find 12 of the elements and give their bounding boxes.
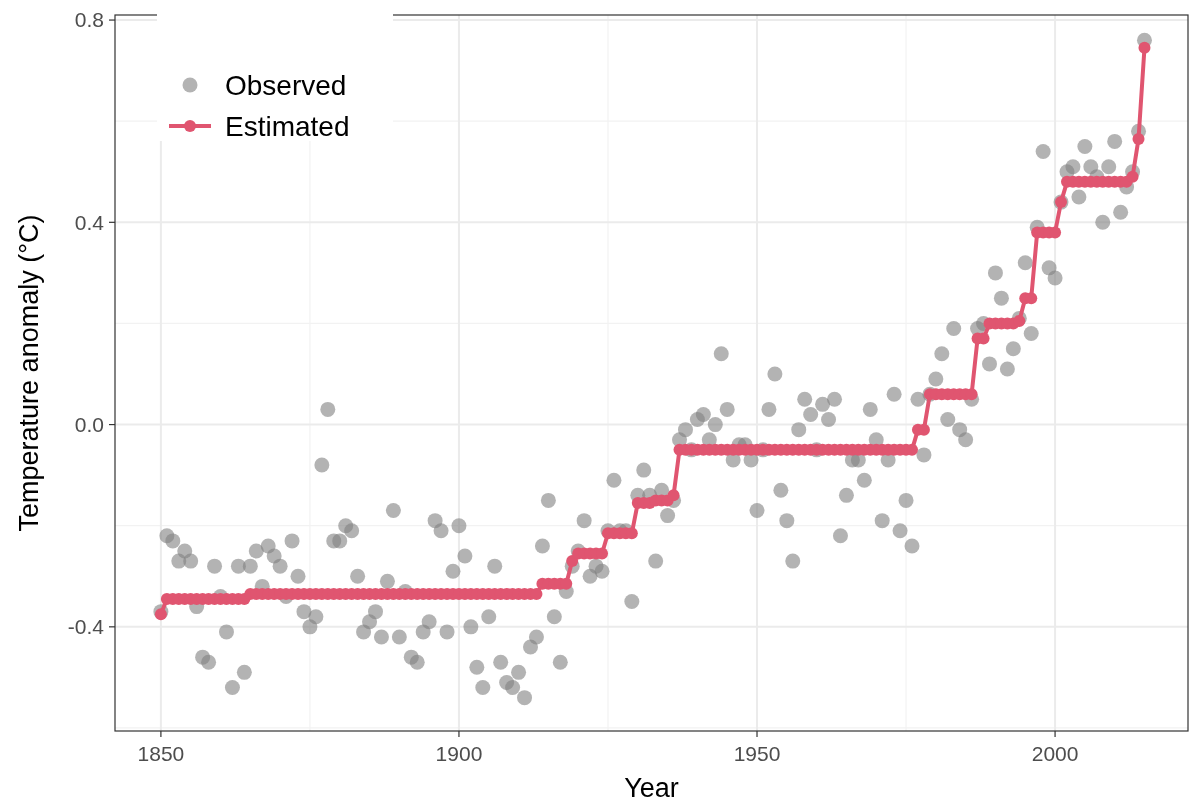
x-axis-title: Year: [624, 773, 679, 803]
x-tick-label: 1850: [137, 742, 185, 765]
y-tick-label: 0.8: [74, 8, 104, 32]
y-tick-label: 0.0: [74, 412, 104, 436]
x-tick-label: 1950: [733, 742, 781, 765]
x-tick-label: 1900: [435, 742, 483, 765]
legend-label: Estimated: [225, 110, 350, 142]
y-tick-label: 0.4: [74, 210, 105, 234]
y-axis-title: Temperature anomaly (°C): [14, 214, 44, 532]
x-tick-label: 2000: [1031, 742, 1079, 765]
legend-label: Observed: [225, 69, 347, 101]
y-tick-label: -0.4: [67, 615, 105, 639]
